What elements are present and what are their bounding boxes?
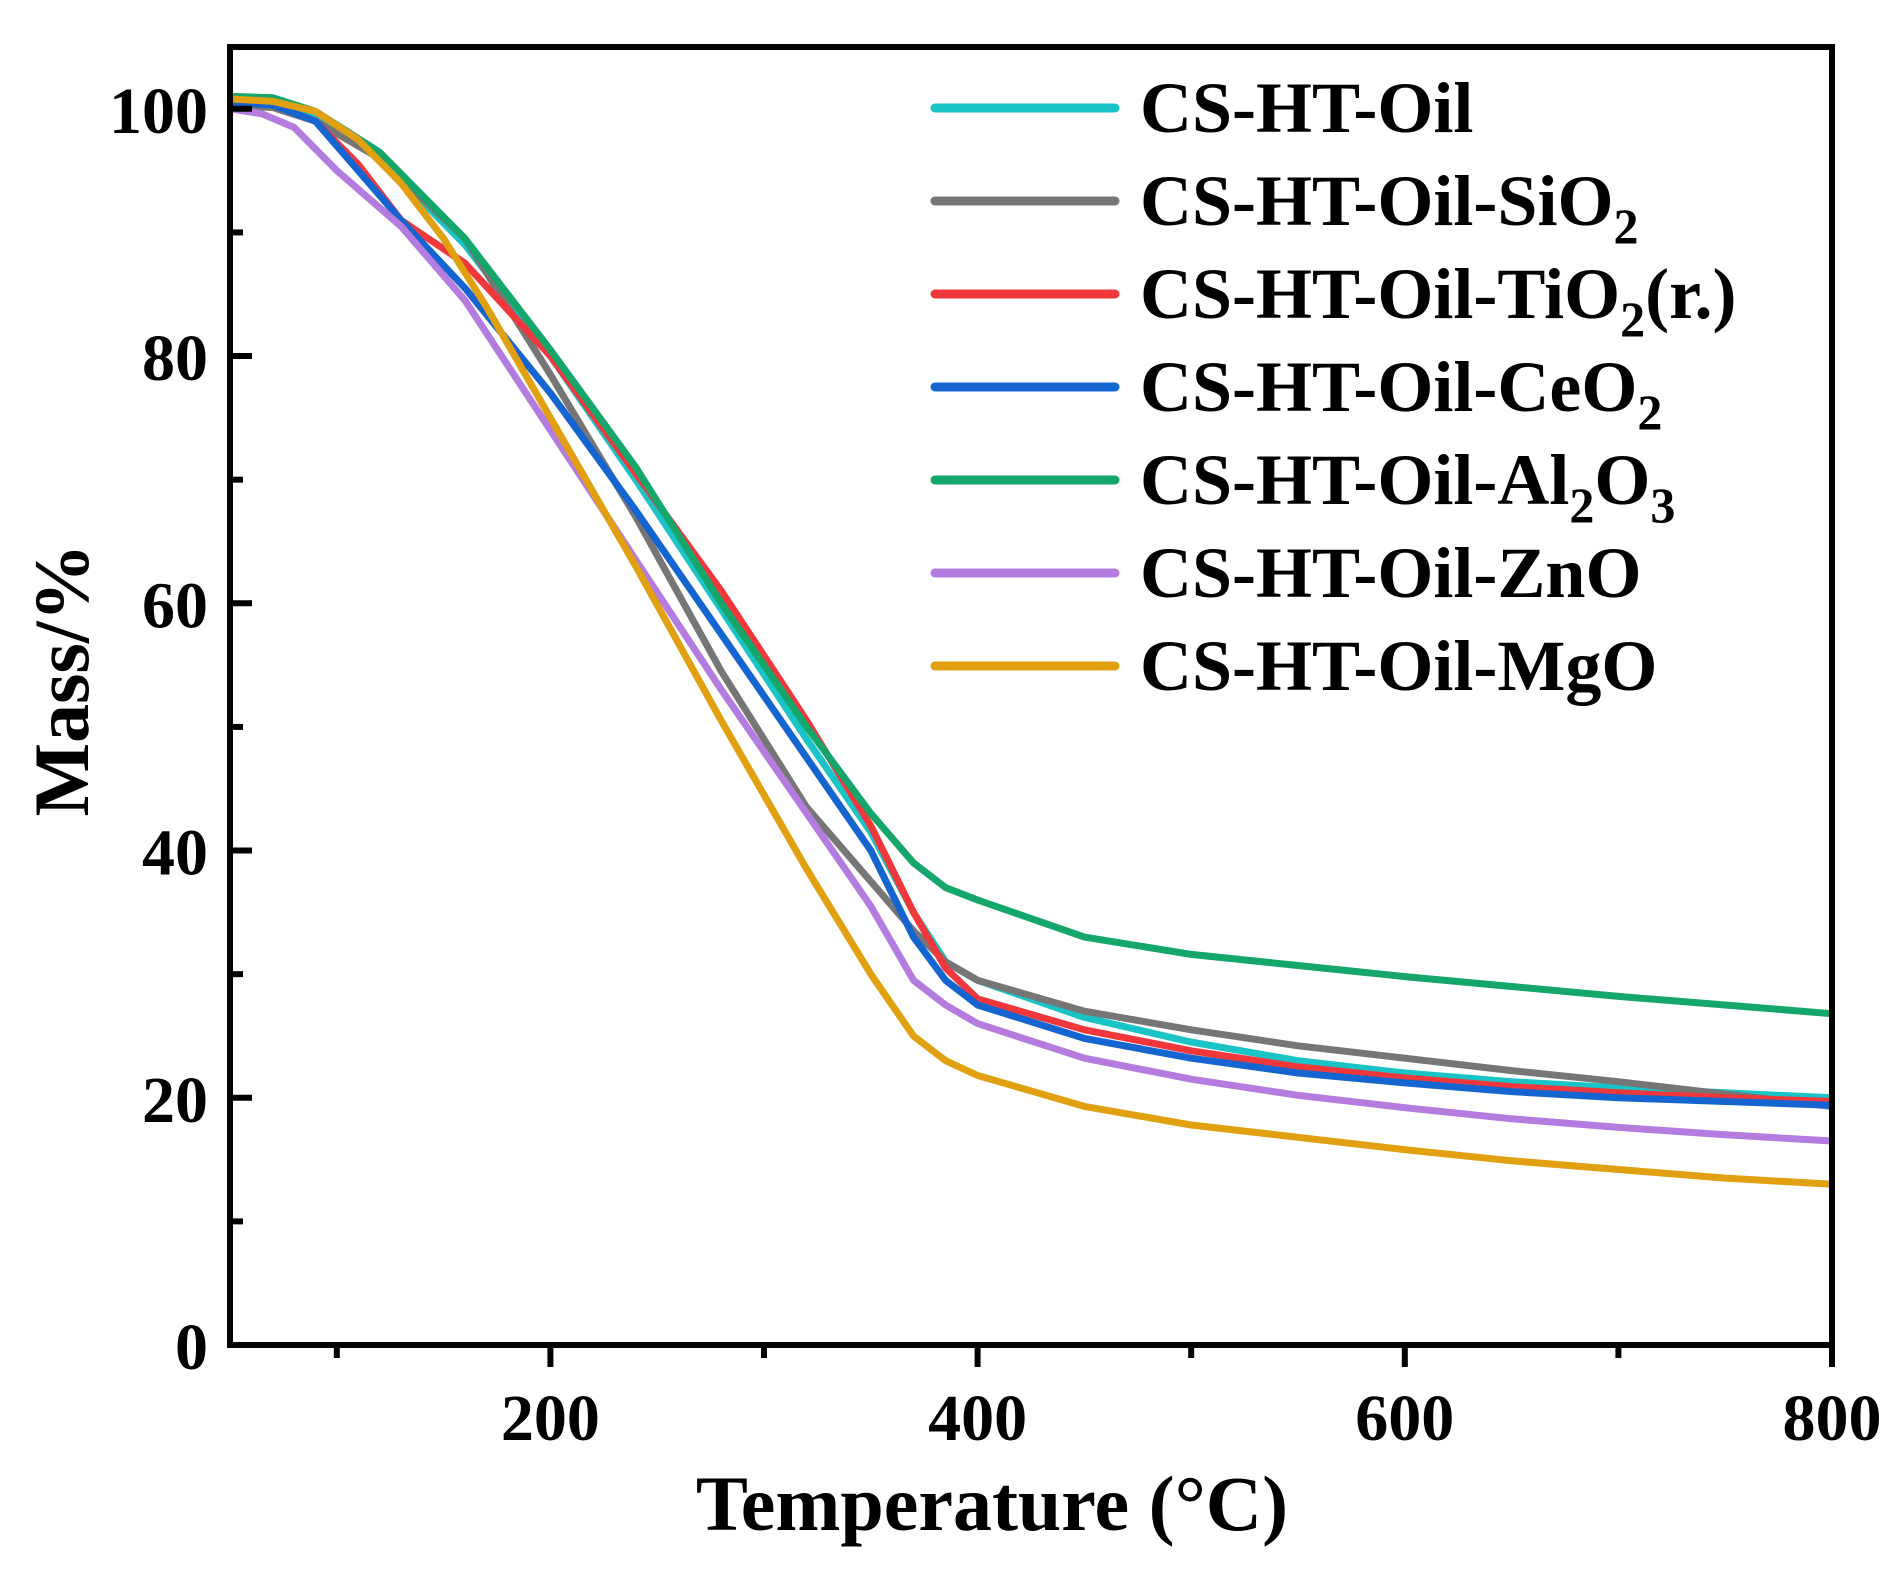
y-tick-label: 0 (175, 1311, 208, 1384)
x-tick-label: 600 (1355, 1382, 1454, 1455)
legend-item: CS-HT-Oil-CeO2 (930, 347, 1662, 440)
y-tick-label: 20 (142, 1064, 208, 1137)
legend-label: CS-HT-Oil-TiO2(r.) (1140, 254, 1736, 347)
legend-item: CS-HT-Oil-ZnO (930, 533, 1641, 613)
axes-layer: 200 400 600 800 0 20 40 60 80 100 (109, 44, 1882, 1455)
series-line-3 (230, 99, 1832, 1109)
y-tick-label: 60 (142, 569, 208, 642)
legend-item: CS-HT-Oil-SiO2 (930, 161, 1638, 254)
y-tick-label: 40 (142, 817, 208, 890)
legend-item: CS-HT-Oil (930, 68, 1473, 148)
series-layer (230, 92, 1832, 1188)
legend-label: CS-HT-Oil (1140, 68, 1473, 148)
legend-label: CS-HT-Oil-Al2O3 (1140, 440, 1675, 533)
legend-item: CS-HT-Oil-TiO2(r.) (930, 254, 1736, 347)
legend-item: CS-HT-Oil-MgO (930, 626, 1657, 706)
y-tick-label: 100 (109, 75, 208, 148)
series-line-4 (230, 92, 1832, 1018)
legend-label: CS-HT-Oil-CeO2 (1140, 347, 1662, 440)
x-tick-label: 800 (1783, 1382, 1882, 1455)
y-tick-label: 80 (142, 322, 208, 395)
x-tick-label: 400 (928, 1382, 1027, 1455)
series-line-5 (230, 105, 1832, 1145)
series-line-6 (230, 95, 1832, 1188)
legend-item: CS-HT-Oil-Al2O3 (930, 440, 1675, 533)
legend: CS-HT-Oil CS-HT-Oil-SiO2CS-HT-Oil-TiO2(r.… (930, 68, 1736, 706)
legend-label: CS-HT-Oil-MgO (1140, 626, 1657, 706)
plot-frame (227, 44, 1835, 1348)
legend-label: CS-HT-Oil-SiO2 (1140, 161, 1638, 254)
x-tick-label: 200 (501, 1382, 600, 1455)
legend-label: CS-HT-Oil-ZnO (1140, 533, 1641, 613)
y-axis-title: Mass/% (18, 544, 105, 817)
x-axis-title: Temperature (°C) (696, 1460, 1288, 1547)
